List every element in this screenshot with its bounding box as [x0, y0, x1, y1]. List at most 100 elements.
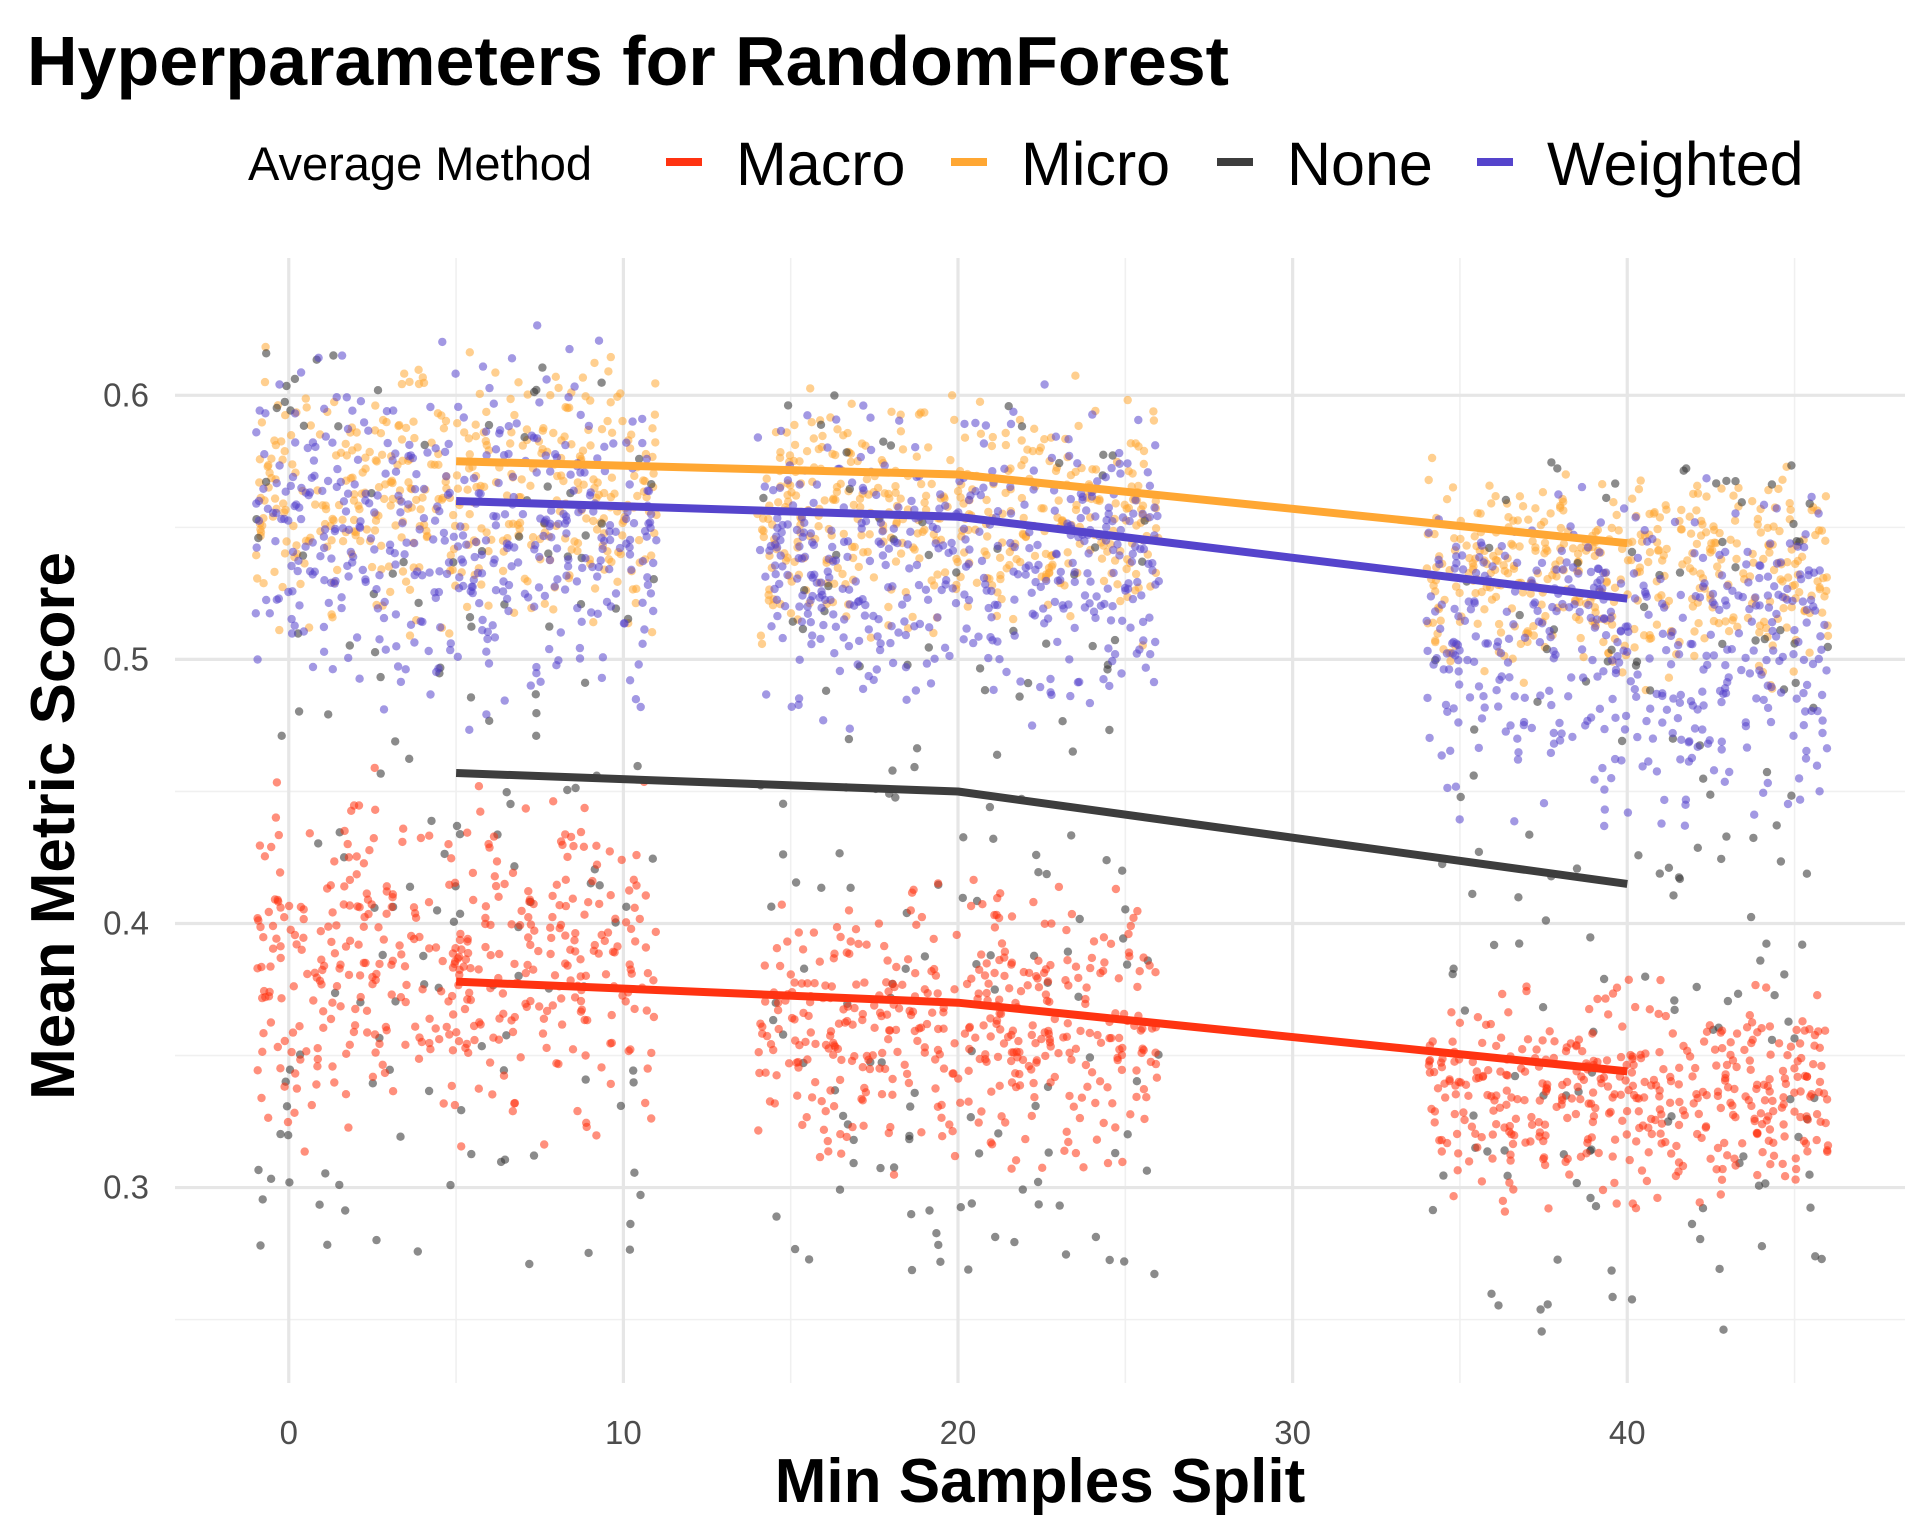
scatter-point — [442, 1022, 451, 1032]
scatter-point — [348, 446, 357, 455]
scatter-point — [847, 478, 857, 487]
scatter-point — [432, 906, 442, 915]
scatter-point — [457, 1106, 466, 1115]
scatter-point — [1589, 1056, 1598, 1066]
scatter-point — [338, 515, 347, 524]
scatter-point — [1563, 1154, 1572, 1164]
scatter-point — [446, 639, 455, 648]
scatter-point — [1110, 635, 1120, 645]
scatter-point — [1572, 864, 1582, 873]
scatter-point — [1790, 1107, 1799, 1116]
scatter-point — [376, 672, 385, 682]
scatter-point — [920, 498, 929, 507]
scatter-point — [586, 441, 595, 450]
scatter-point — [1711, 538, 1721, 548]
scatter-point — [1723, 1151, 1732, 1160]
scatter-point — [1659, 1065, 1668, 1074]
scatter-point — [1576, 1095, 1585, 1104]
scatter-point — [308, 538, 317, 547]
scatter-point — [586, 488, 595, 497]
scatter-point — [1505, 1121, 1515, 1131]
scatter-point — [860, 978, 869, 987]
scatter-point — [320, 404, 329, 413]
scatter-point — [1470, 532, 1479, 541]
scatter-point — [1652, 689, 1661, 699]
scatter-point — [1539, 799, 1549, 808]
scatter-point — [309, 996, 318, 1005]
scatter-point — [593, 572, 602, 581]
scatter-point — [1016, 987, 1026, 996]
scatter-point — [560, 585, 570, 594]
scatter-point — [884, 602, 893, 612]
scatter-point — [320, 525, 330, 534]
scatter-point — [773, 514, 782, 523]
scatter-point — [1788, 596, 1797, 606]
scatter-point — [1484, 1066, 1493, 1075]
scatter-point — [1054, 1049, 1063, 1058]
scatter-point — [299, 914, 308, 924]
scatter-point — [1108, 602, 1117, 611]
scatter-point — [875, 645, 885, 655]
scatter-point — [1796, 1087, 1805, 1096]
scatter-point — [545, 622, 554, 631]
scatter-point — [1006, 464, 1015, 473]
scatter-point — [876, 639, 885, 648]
scatter-point — [642, 532, 651, 541]
scatter-point — [270, 436, 279, 445]
scatter-point — [592, 525, 602, 534]
scatter-point — [526, 920, 536, 929]
scatter-point — [950, 985, 959, 994]
scatter-point — [842, 448, 851, 457]
scatter-point — [523, 390, 532, 399]
scatter-point — [1099, 675, 1108, 684]
scatter-point — [471, 537, 481, 547]
scatter-point — [1558, 599, 1567, 609]
scatter-point — [1139, 953, 1148, 962]
scatter-point — [794, 694, 804, 703]
scatter-point — [1616, 1052, 1626, 1062]
scatter-point — [578, 563, 587, 573]
scatter-point — [1546, 633, 1555, 642]
scatter-point — [1741, 653, 1750, 663]
scatter-point — [565, 403, 574, 412]
scatter-point — [878, 551, 888, 560]
scatter-point — [424, 646, 433, 656]
scatter-point — [635, 454, 644, 464]
scatter-point — [1778, 1066, 1788, 1076]
scatter-point — [1032, 1058, 1041, 1067]
scatter-point — [305, 488, 315, 497]
scatter-point — [1568, 732, 1577, 742]
scatter-point — [1492, 1041, 1501, 1051]
scatter-point — [1455, 680, 1464, 689]
scatter-point — [1477, 541, 1487, 550]
scatter-point — [1742, 743, 1752, 752]
scatter-point — [307, 1100, 316, 1110]
scatter-point — [550, 582, 559, 591]
scatter-point — [373, 491, 382, 500]
scatter-point — [445, 488, 454, 498]
scatter-point — [329, 351, 338, 360]
scatter-point — [277, 437, 286, 446]
scatter-point — [1029, 466, 1039, 475]
scatter-point — [1422, 616, 1431, 626]
scatter-point — [790, 440, 800, 450]
scatter-point — [580, 678, 590, 687]
scatter-point — [786, 609, 796, 618]
scatter-point — [845, 724, 854, 733]
scatter-point — [1062, 925, 1071, 935]
scatter-point — [377, 541, 386, 550]
scatter-point — [1064, 600, 1073, 609]
scatter-point — [933, 613, 942, 622]
scatter-point — [1000, 464, 1009, 473]
scatter-point — [1047, 690, 1056, 700]
scatter-point — [1639, 581, 1648, 590]
scatter-point — [1822, 1095, 1832, 1104]
scatter-point — [917, 479, 926, 489]
scatter-point — [478, 362, 488, 371]
scatter-point — [843, 552, 852, 562]
scatter-point — [969, 875, 978, 885]
scatter-point — [611, 914, 620, 923]
scatter-point — [381, 469, 390, 478]
scatter-point — [1131, 586, 1140, 595]
scatter-point — [638, 557, 647, 566]
